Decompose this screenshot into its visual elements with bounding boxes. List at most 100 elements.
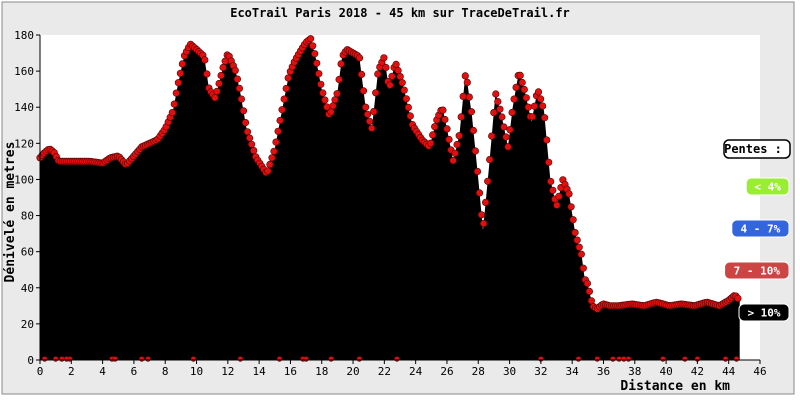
- elevation-point: [577, 250, 585, 258]
- elevation-point: [174, 79, 182, 87]
- elevation-point: [506, 126, 514, 134]
- elevation-point: [239, 107, 248, 115]
- elevation-point: [219, 63, 227, 72]
- elevation-point: [512, 83, 520, 91]
- elevation-point: [382, 63, 390, 72]
- elevation-point: [357, 70, 366, 78]
- elevation-point: [463, 78, 471, 86]
- elevation-point: [555, 192, 563, 200]
- elevation-point: [168, 108, 176, 117]
- grade-marker-dot: [328, 356, 334, 362]
- elevation-point: [217, 71, 225, 80]
- x-tick-label: 18: [315, 365, 328, 378]
- elevation-point: [492, 90, 500, 98]
- elevation-point: [427, 139, 435, 147]
- y-tick-label: 180: [14, 29, 34, 42]
- elevation-point: [441, 115, 449, 124]
- elevation-point: [246, 134, 254, 142]
- elevation-point: [282, 84, 290, 93]
- legend-swatch: [724, 261, 790, 280]
- elevation-point: [540, 114, 549, 122]
- elevation-point: [386, 81, 394, 89]
- elevation-point: [211, 94, 219, 102]
- elevation-point: [567, 203, 575, 211]
- y-tick-label: 80: [21, 210, 34, 223]
- y-tick-label: 140: [14, 101, 34, 114]
- elevation-point: [486, 156, 494, 164]
- elevation-point: [585, 287, 594, 296]
- elevation-point: [392, 60, 400, 69]
- grade-marker-dot: [276, 356, 283, 362]
- legend-label: 7 - 10%: [734, 265, 781, 278]
- elevation-point: [443, 125, 451, 133]
- elevation-point: [469, 126, 478, 135]
- elevation-point: [309, 42, 317, 50]
- elevation-point: [237, 95, 245, 103]
- y-tick-label: 40: [21, 282, 34, 295]
- elevation-point: [490, 108, 498, 117]
- grade-marker-dots: [41, 356, 740, 362]
- grade-marker-dot: [625, 356, 632, 362]
- elevation-point: [321, 96, 329, 104]
- elevation-point: [573, 236, 581, 244]
- grade-marker-dot: [394, 356, 400, 362]
- elevation-point: [327, 108, 335, 116]
- elevation-point: [284, 74, 292, 82]
- elevation-point: [272, 138, 280, 146]
- y-tick-label: 100: [14, 173, 34, 186]
- elevation-point: [400, 86, 408, 94]
- elevation-point: [429, 131, 437, 139]
- x-axis-label: Distance en km: [620, 379, 730, 394]
- elevation-point: [553, 201, 561, 209]
- elevation-point: [266, 160, 274, 168]
- x-tick-label: 34: [566, 365, 580, 378]
- elevation-point: [543, 136, 551, 144]
- grade-marker-dot: [52, 356, 59, 362]
- elevation-point: [402, 95, 410, 103]
- elevation-point: [510, 95, 518, 103]
- elevation-point: [274, 127, 282, 135]
- y-tick-label: 160: [14, 65, 34, 78]
- elevation-point: [508, 108, 516, 117]
- legend-swatch: [738, 303, 790, 322]
- elevation-point: [496, 105, 504, 113]
- x-tick-label: 26: [440, 365, 453, 378]
- y-tick-label: 20: [21, 318, 34, 331]
- elevation-point: [457, 113, 465, 121]
- elevation-point: [233, 75, 241, 83]
- elevation-point: [534, 88, 543, 96]
- elevation-point: [571, 229, 579, 237]
- elevation-point: [459, 92, 467, 100]
- elevation-point: [231, 66, 239, 74]
- x-ticks: 0 2 4 6 8 10 12 14 16 18 20 22 24 26 28 30 32 34 36 38 40 42 4…: [37, 360, 767, 378]
- grade-marker-dot: [59, 356, 65, 362]
- elevation-point: [439, 106, 447, 114]
- x-tick-label: 0: [37, 365, 44, 378]
- elevation-point: [364, 110, 372, 118]
- elevation-point: [396, 72, 404, 81]
- elevation-point: [370, 107, 378, 116]
- elevation-point: [518, 78, 526, 87]
- elevation-point: [394, 66, 402, 75]
- grade-marker-dot: [63, 356, 70, 362]
- elevation-point: [530, 102, 539, 110]
- elevation-point: [516, 71, 524, 79]
- elevation-point: [241, 118, 250, 127]
- elevation-point: [482, 198, 490, 206]
- grade-marker-dot: [682, 356, 688, 362]
- elevation-point: [201, 56, 209, 64]
- x-tick-label: 12: [221, 365, 234, 378]
- elevation-point: [549, 186, 557, 194]
- legend-title: Pentes :: [724, 142, 782, 156]
- elevation-point: [467, 108, 476, 116]
- grade-marker-dot: [575, 356, 582, 362]
- elevation-point: [500, 123, 508, 131]
- elevation-point: [528, 113, 537, 121]
- elevation-point: [372, 89, 380, 97]
- elevation-point: [213, 87, 221, 95]
- x-tick-label: 38: [628, 365, 641, 378]
- x-tick-label: 36: [597, 365, 610, 378]
- grade-marker-dot: [145, 356, 151, 362]
- grade-marker-dot: [660, 356, 666, 362]
